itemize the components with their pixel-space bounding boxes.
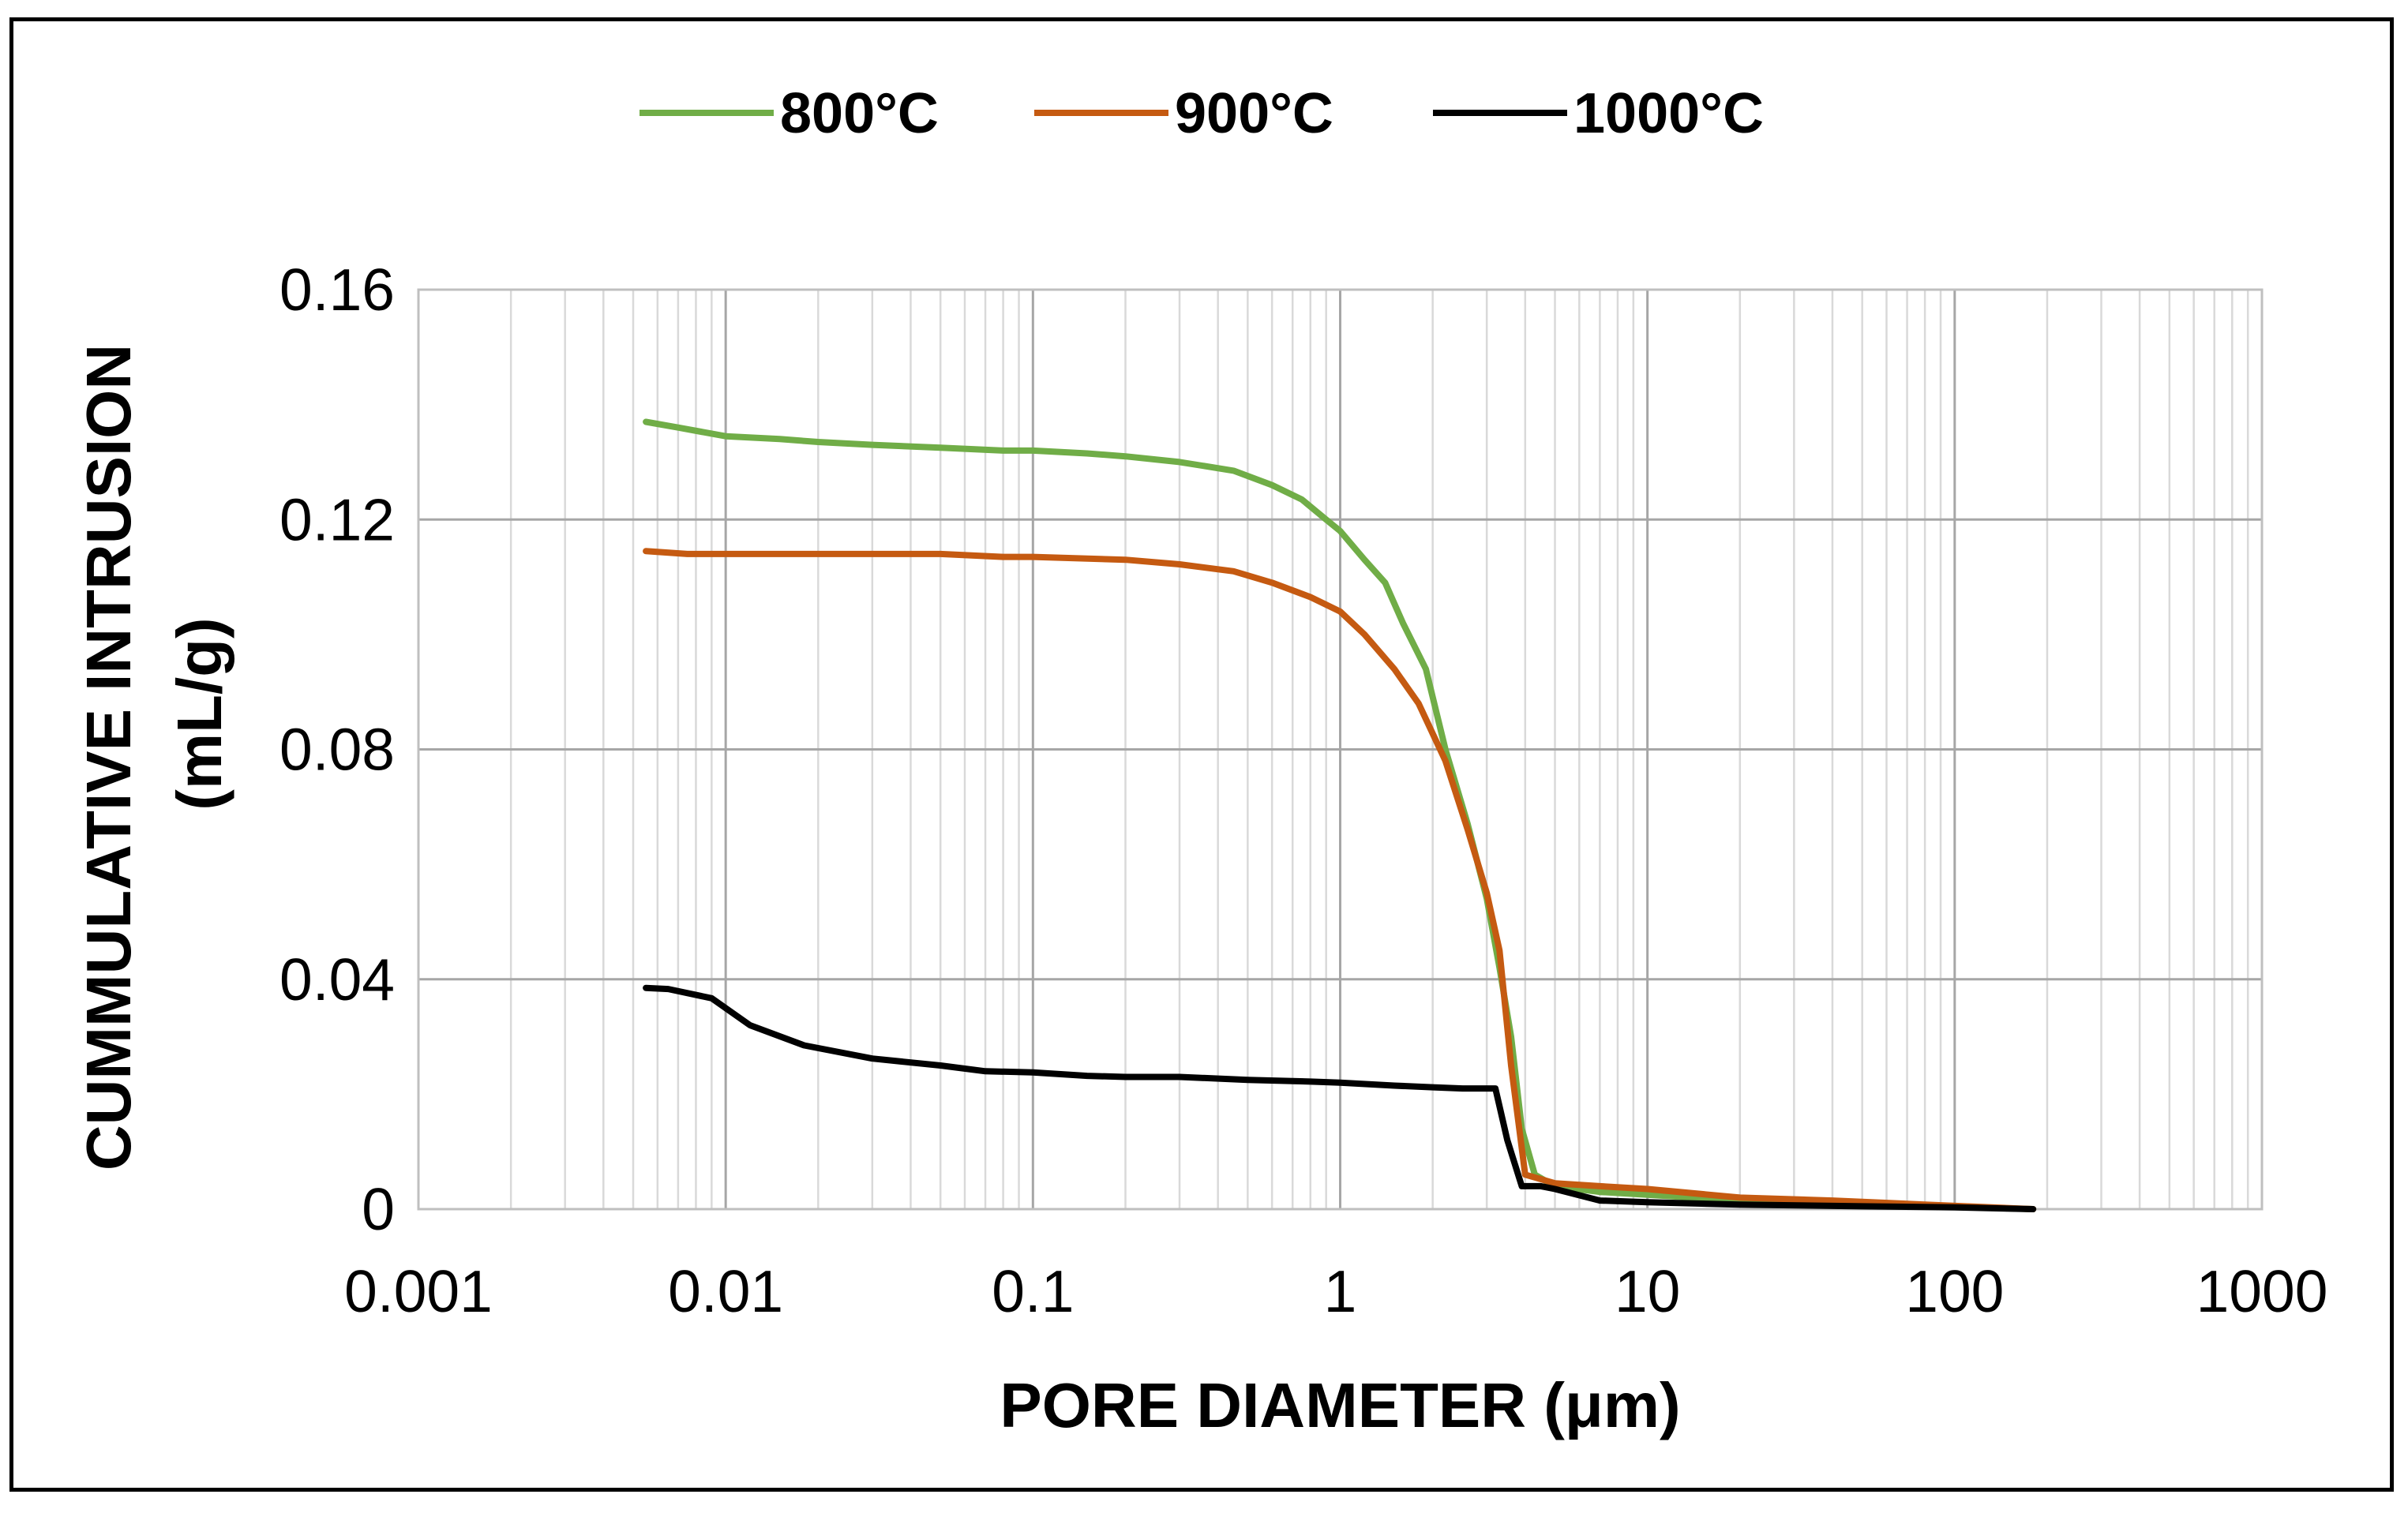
legend-label-900°C: 900°C bbox=[1175, 82, 1333, 145]
legend: 800°C 900°C 1000°C bbox=[640, 82, 1764, 145]
legend-label-800°C: 800°C bbox=[780, 82, 939, 145]
x-tick-label: 1 bbox=[1324, 1258, 1357, 1324]
y-axis-title: CUMMULATIVE INTRUSION (mL/g) bbox=[73, 344, 234, 1170]
x-tick-label: 0.1 bbox=[992, 1258, 1074, 1324]
x-tick-label: 10 bbox=[1615, 1258, 1680, 1324]
series-line-900°C bbox=[643, 548, 2037, 1212]
y-axis-title-line2: (mL/g) bbox=[164, 617, 234, 810]
y-tick-label: 0.04 bbox=[279, 946, 395, 1013]
y-tick-label: 0 bbox=[362, 1176, 395, 1242]
figure-frame bbox=[9, 17, 2394, 1492]
x-tick-label: 0.001 bbox=[344, 1258, 493, 1324]
series-line-800°C bbox=[643, 418, 2037, 1212]
y-tick-label: 0.12 bbox=[279, 486, 395, 552]
x-axis-title: PORE DIAMETER (μm) bbox=[1000, 1370, 1680, 1440]
y-tick-labels: 0 0.04 0.08 0.12 0.16 bbox=[279, 257, 395, 1242]
y-axis-title-line1: CUMMULATIVE INTRUSION bbox=[73, 344, 144, 1170]
x-tick-label: 100 bbox=[1905, 1258, 2004, 1324]
y-tick-label: 0.16 bbox=[279, 257, 395, 323]
x-tick-label: 0.01 bbox=[668, 1258, 783, 1324]
legend-label-1000°C: 1000°C bbox=[1573, 82, 1764, 145]
x-tick-label: 1000 bbox=[2196, 1258, 2328, 1324]
x-tick-labels: 0.001 0.01 0.1 1 10 100 1000 bbox=[344, 1258, 2327, 1324]
plot-area-border bbox=[417, 288, 2264, 1211]
series-line-1000°C bbox=[643, 984, 2037, 1212]
y-tick-label: 0.08 bbox=[279, 717, 395, 783]
series-lines bbox=[643, 418, 2037, 1212]
